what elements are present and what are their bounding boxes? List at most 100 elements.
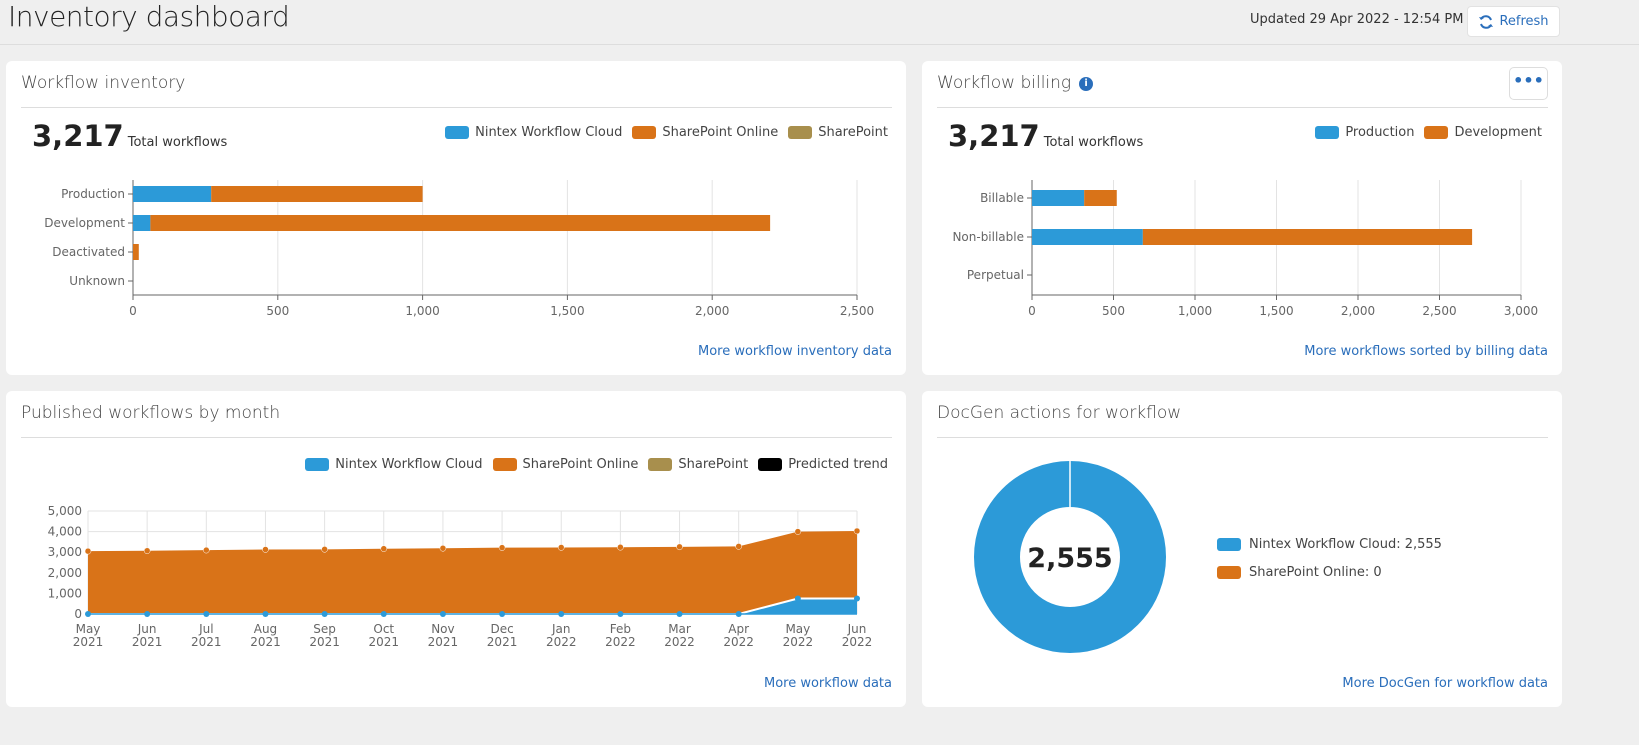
total-label: Total workflows xyxy=(127,135,228,150)
legend-swatch xyxy=(632,126,657,139)
more-docgen-link[interactable]: More DocGen for workflow data xyxy=(1342,676,1548,691)
more-options-button[interactable]: ••• xyxy=(1509,67,1548,100)
spo-point xyxy=(321,546,328,553)
card-title: DocGen actions for workflow xyxy=(937,403,1182,423)
divider xyxy=(21,107,892,108)
spo-point xyxy=(203,546,210,554)
refresh-icon xyxy=(1479,14,1494,29)
x-tick-label: Oct xyxy=(373,622,394,636)
x-tick-label: Aug xyxy=(254,622,277,636)
spo-point xyxy=(853,527,861,535)
category-label: Development xyxy=(44,216,125,230)
bar-segment xyxy=(133,244,139,260)
spo-point xyxy=(676,543,683,551)
legend-label: SharePoint Online xyxy=(522,457,639,472)
legend-swatch xyxy=(1424,126,1449,139)
legend-item[interactable]: Nintex Workflow Cloud xyxy=(305,457,483,472)
legend-item[interactable]: SharePoint Online xyxy=(492,457,639,472)
legend-item[interactable]: Development xyxy=(1424,125,1542,140)
legend-label: Development xyxy=(1454,125,1542,140)
x-tick-label: 2022 xyxy=(605,635,636,649)
refresh-button[interactable]: Refresh xyxy=(1467,6,1560,37)
card-title-text: Workflow billing xyxy=(937,73,1072,93)
legend-item[interactable]: SharePoint xyxy=(648,457,748,472)
more-workflow-link[interactable]: More workflow data xyxy=(763,676,892,691)
x-tick-label: May xyxy=(785,622,810,636)
x-tick-label: 2022 xyxy=(783,635,814,649)
more-inventory-link[interactable]: More workflow inventory data xyxy=(697,344,892,359)
card-title: Workflow inventory xyxy=(21,73,186,93)
docgen-donut-chart: 2,555 xyxy=(974,461,1166,653)
x-tick-label: 2021 xyxy=(368,635,399,649)
x-tick-label: 2,500 xyxy=(840,304,874,318)
x-tick-label: Feb xyxy=(610,622,631,636)
x-tick-label: Mar xyxy=(668,622,691,636)
x-tick-label: 500 xyxy=(1102,304,1125,318)
total-workflows: 3,217 Total workflows xyxy=(948,119,1143,153)
legend-swatch xyxy=(758,458,783,471)
nwc-area xyxy=(88,598,857,614)
spo-point xyxy=(617,544,624,551)
nwc-point xyxy=(854,595,860,602)
category-label: Perpetual xyxy=(967,268,1024,282)
x-tick-label: 2022 xyxy=(546,635,577,649)
legend-item[interactable]: Predicted trend xyxy=(758,457,888,472)
sharepoint-online-area xyxy=(88,530,857,614)
legend-label: SharePoint Online: 0 xyxy=(1249,565,1382,580)
legend-label: SharePoint Online xyxy=(662,125,779,140)
legend-label: Nintex Workflow Cloud: 2,555 xyxy=(1249,537,1442,552)
x-tick-label: Sep xyxy=(313,622,336,636)
bar-segment xyxy=(211,186,423,202)
bar-segment xyxy=(133,215,151,231)
x-tick-label: Jun xyxy=(847,622,867,636)
legend-item[interactable]: SharePoint Online: 0 xyxy=(1217,565,1382,580)
spo-point xyxy=(498,544,506,551)
total-workflows: 3,217 Total workflows xyxy=(32,119,227,153)
legend-item[interactable]: SharePoint Online xyxy=(632,125,778,140)
donut-center-value: 2,555 xyxy=(1027,543,1112,574)
more-billing-link[interactable]: More workflows sorted by billing data xyxy=(1304,344,1548,359)
x-tick-label: Jan xyxy=(551,622,571,636)
x-tick-label: 2022 xyxy=(723,635,754,649)
x-tick-label: 2022 xyxy=(842,635,873,649)
x-tick-label: May xyxy=(76,622,101,636)
legend-item[interactable]: Production xyxy=(1315,125,1414,140)
category-label: Unknown xyxy=(69,274,125,288)
legend-item[interactable]: SharePoint xyxy=(788,125,888,140)
chart-legend: Nintex Workflow Cloud SharePoint Online … xyxy=(305,457,888,472)
divider xyxy=(937,107,1548,108)
legend-label: Nintex Workflow Cloud xyxy=(475,125,623,140)
workflow-inventory-card: 0 500 1,000 1,500 2,000 2,500 Production Develo… xyxy=(6,61,906,375)
legend-label: Production xyxy=(1345,125,1415,140)
info-icon[interactable]: i xyxy=(1079,77,1094,91)
x-tick-label: 1,500 xyxy=(1259,304,1293,318)
x-tick-label: Dec xyxy=(490,622,513,636)
category-label: Production xyxy=(61,187,125,201)
legend-item[interactable]: Nintex Workflow Cloud xyxy=(445,125,622,140)
billing-bar-chart: 0 500 1,000 1,500 2,000 2,500 3,000 Billable Non… xyxy=(952,180,1538,318)
legend-item[interactable]: Nintex Workflow Cloud: 2,555 xyxy=(1217,537,1442,552)
x-tick-label: 1,500 xyxy=(550,304,584,318)
x-tick-label: 2021 xyxy=(191,635,222,649)
x-tick-label: 2022 xyxy=(664,635,695,649)
page-title: Inventory dashboard xyxy=(8,0,290,33)
spo-point xyxy=(794,528,802,535)
x-tick-label: 0 xyxy=(1028,304,1036,318)
x-tick-label: Apr xyxy=(728,622,749,636)
legend-swatch xyxy=(648,458,673,471)
x-tick-label: 3,000 xyxy=(1504,304,1538,318)
spo-point xyxy=(380,545,388,552)
inventory-bar-chart: 0 500 1,000 1,500 2,000 2,500 Production Develo… xyxy=(44,180,874,318)
x-tick-label: 2021 xyxy=(428,635,459,649)
total-label: Total workflows xyxy=(1043,135,1144,150)
spo-point xyxy=(735,543,742,550)
legend-swatch xyxy=(1315,126,1340,139)
card-title: Workflow billing i xyxy=(937,73,1094,93)
legend-label: Predicted trend xyxy=(788,457,888,472)
chart-legend: Nintex Workflow Cloud SharePoint Online … xyxy=(445,125,888,140)
published-workflows-card: 0 1,000 2,000 3,000 4,000 5,000 May 2021 Jun 2021… xyxy=(6,391,906,707)
docgen-card: 2,555 DocGen actions for workflow Nintex… xyxy=(922,391,1562,707)
page-header: Inventory dashboard Updated 29 Apr 2022 … xyxy=(0,0,1639,45)
spo-point xyxy=(439,545,447,552)
category-label: Deactivated xyxy=(52,245,125,259)
